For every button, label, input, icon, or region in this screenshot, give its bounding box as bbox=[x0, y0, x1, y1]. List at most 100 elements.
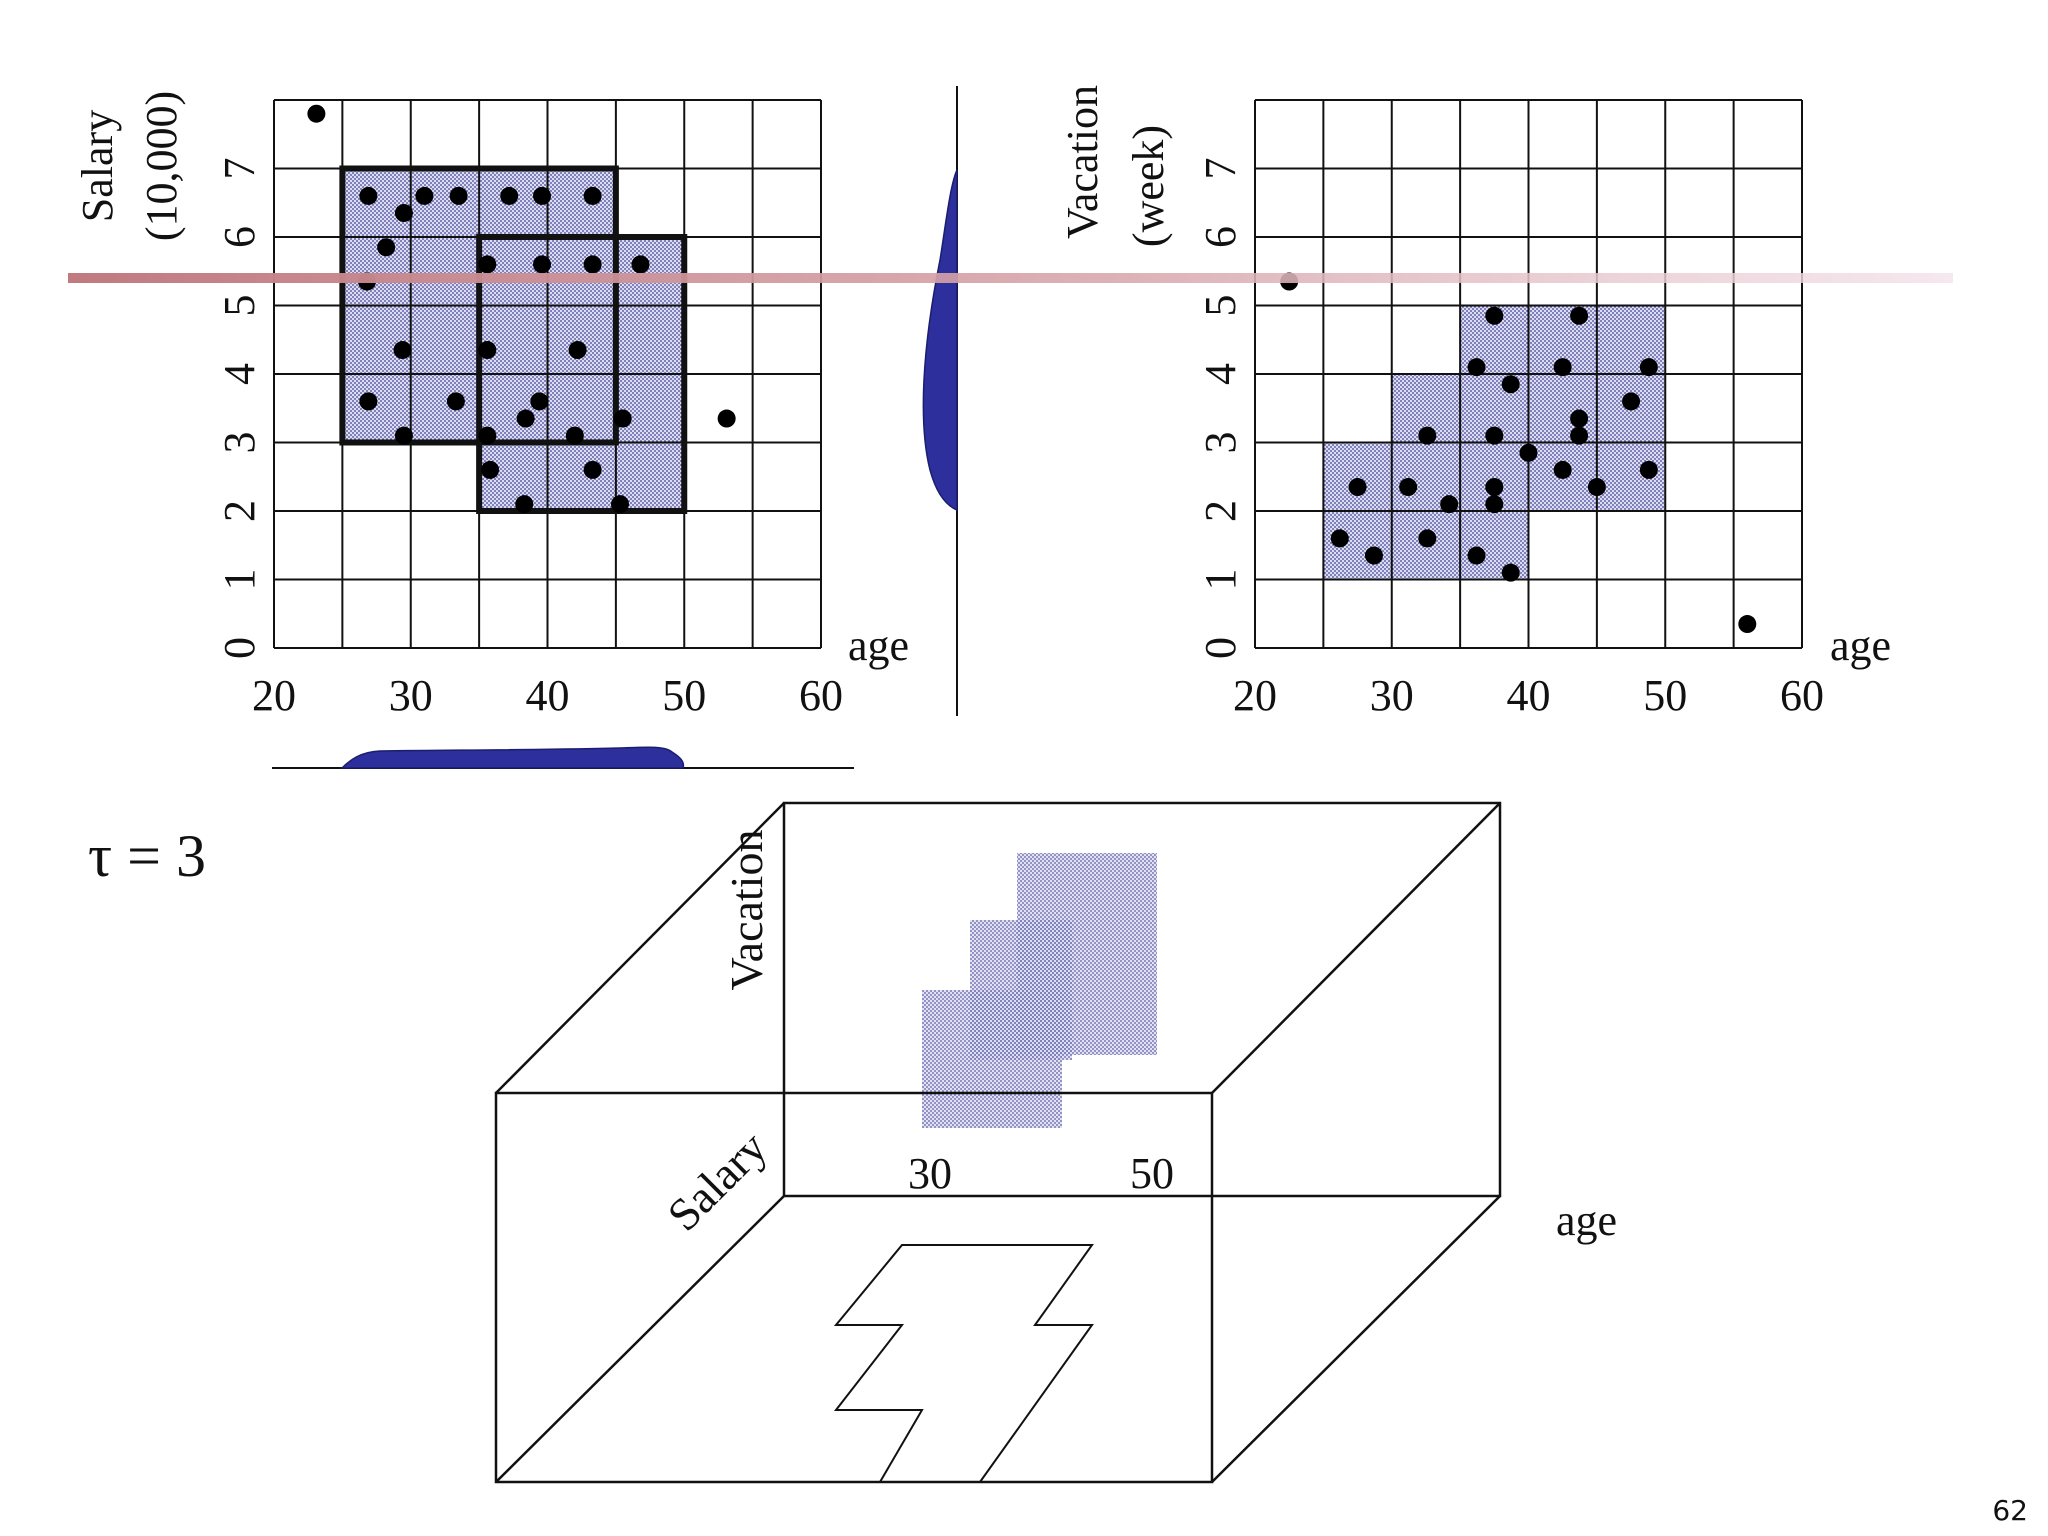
data-point bbox=[1587, 478, 1606, 497]
x-tick-label: 30 bbox=[389, 671, 433, 720]
y-tick-label: 4 bbox=[215, 363, 264, 385]
salary-cluster-projection bbox=[833, 1244, 1094, 1483]
data-point bbox=[1467, 546, 1486, 565]
data-point bbox=[478, 255, 497, 274]
data-point bbox=[1553, 460, 1572, 479]
dense-unit-cell bbox=[342, 237, 411, 306]
cube-age-tick-30: 30 bbox=[908, 1149, 952, 1198]
data-point bbox=[1639, 358, 1658, 377]
dense-unit-cell bbox=[479, 305, 548, 374]
salary-age-dense-regions bbox=[339, 165, 688, 514]
data-point bbox=[533, 255, 552, 274]
y-tick-label: 7 bbox=[1196, 158, 1245, 180]
data-point bbox=[1553, 358, 1572, 377]
vacation-age-points bbox=[1280, 272, 1757, 634]
data-point bbox=[449, 186, 468, 205]
x-tick-label: 40 bbox=[526, 671, 570, 720]
data-point bbox=[1485, 478, 1504, 497]
salary-age-plot: 20 30 40 50 60 0 1 2 3 4 5 6 7 Salary (10,000) age bbox=[73, 86, 958, 769]
data-point bbox=[446, 392, 465, 411]
data-point bbox=[1364, 546, 1383, 565]
data-point bbox=[394, 426, 413, 445]
dense-unit-cell bbox=[342, 305, 411, 374]
cube-edges bbox=[494, 801, 1502, 1484]
y-tick-label: 5 bbox=[1196, 295, 1245, 317]
dense-unit-cell bbox=[547, 442, 616, 511]
vacation-age-x-axis-label: age bbox=[1830, 621, 1891, 670]
y-tick-label: 6 bbox=[1196, 226, 1245, 248]
data-point bbox=[631, 255, 650, 274]
data-point bbox=[1519, 443, 1538, 462]
data-point bbox=[613, 409, 632, 428]
vacation-age-y-ticks: 0 1 2 3 4 5 6 7 bbox=[1196, 158, 1245, 660]
dense-unit-cell bbox=[342, 168, 411, 237]
data-point bbox=[1418, 529, 1437, 548]
highlight-band bbox=[68, 273, 1953, 283]
dense-unit-cell bbox=[410, 305, 480, 374]
dense-unit-cell bbox=[547, 168, 616, 237]
data-point bbox=[1639, 460, 1658, 479]
data-point bbox=[478, 341, 497, 360]
data-point bbox=[1485, 426, 1504, 445]
data-point bbox=[516, 409, 535, 428]
data-point bbox=[1501, 375, 1520, 394]
y-tick-label: 1 bbox=[215, 569, 264, 591]
data-point bbox=[515, 495, 534, 514]
x-tick-label: 60 bbox=[1780, 671, 1824, 720]
x-tick-label: 40 bbox=[1507, 671, 1551, 720]
y-tick-label: 3 bbox=[215, 432, 264, 454]
data-point bbox=[530, 392, 549, 411]
salary-age-points bbox=[307, 104, 736, 514]
data-point bbox=[1485, 495, 1504, 514]
x-tick-label: 20 bbox=[252, 671, 296, 720]
data-point bbox=[307, 104, 326, 123]
x-tick-label: 50 bbox=[662, 671, 706, 720]
salary-age-x-ticks: 20 30 40 50 60 bbox=[252, 671, 843, 720]
data-point bbox=[1738, 615, 1757, 634]
y-tick-label: 0 bbox=[1196, 637, 1245, 659]
data-point bbox=[359, 186, 378, 205]
salary-age-x-axis-label: age bbox=[848, 621, 909, 670]
data-point bbox=[1348, 478, 1367, 497]
data-point bbox=[717, 409, 736, 428]
dense-unit-cell bbox=[615, 305, 685, 374]
data-point bbox=[500, 186, 519, 205]
data-point bbox=[1485, 306, 1504, 325]
tau-label: τ = 3 bbox=[88, 823, 206, 889]
vacation-cluster-projection bbox=[922, 853, 1157, 1128]
data-point bbox=[583, 186, 602, 205]
salary-axis-label-line1: Salary bbox=[73, 110, 122, 222]
cube-age-label: age bbox=[1556, 1196, 1617, 1245]
data-point bbox=[1467, 358, 1486, 377]
data-point bbox=[377, 238, 396, 257]
vacation-axis-label-line2: (week) bbox=[1124, 125, 1173, 247]
dense-unit-cell bbox=[547, 305, 616, 374]
x-tick-label: 60 bbox=[799, 671, 843, 720]
data-point bbox=[415, 186, 434, 205]
y-tick-label: 0 bbox=[215, 637, 264, 659]
cube-vacation-label: Vacation bbox=[721, 830, 772, 991]
salary-axis-label-line2: (10,000) bbox=[137, 91, 186, 241]
dense-unit-cell bbox=[410, 374, 480, 443]
y-tick-label: 4 bbox=[1196, 363, 1245, 385]
dense-region-outline bbox=[476, 234, 688, 514]
data-point bbox=[359, 392, 378, 411]
y-tick-label: 7 bbox=[215, 158, 264, 180]
y-tick-label: 3 bbox=[1196, 432, 1245, 454]
data-point bbox=[478, 426, 497, 445]
data-point bbox=[583, 460, 602, 479]
dense-unit-cell bbox=[1323, 511, 1392, 580]
data-point bbox=[565, 426, 584, 445]
vacation-age-x-ticks: 20 30 40 50 60 bbox=[1233, 671, 1824, 720]
data-point bbox=[1570, 409, 1589, 428]
x-tick-label: 50 bbox=[1643, 671, 1687, 720]
page-number: 62 bbox=[1992, 1494, 2028, 1527]
dense-unit-cell bbox=[615, 374, 685, 443]
3d-subspace-cube: Vacation Salary age 30 50 bbox=[494, 801, 1617, 1484]
data-point bbox=[533, 186, 552, 205]
vacation-age-gridlines bbox=[1254, 99, 1803, 649]
y-tick-label: 5 bbox=[215, 295, 264, 317]
data-point bbox=[568, 341, 587, 360]
data-point bbox=[481, 460, 500, 479]
dense-unit-cell bbox=[1596, 442, 1666, 511]
